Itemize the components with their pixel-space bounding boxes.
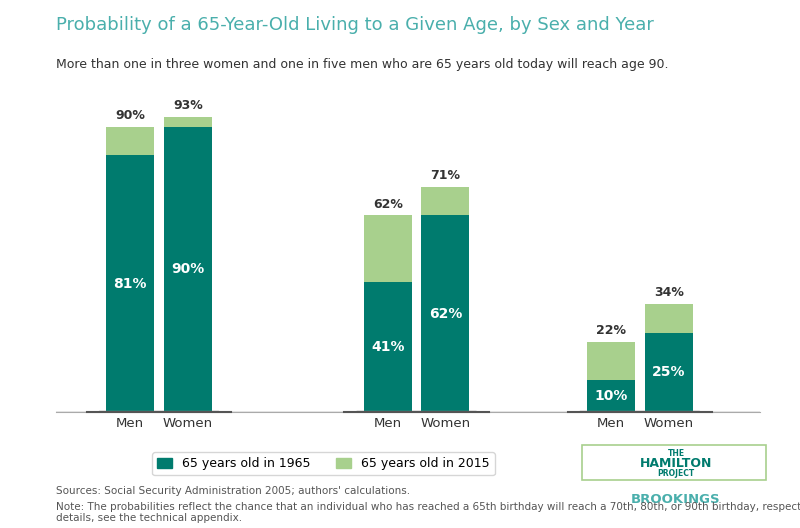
Bar (645, 333, 693, 412)
Bar (422, 187, 470, 215)
Text: 62%: 62% (373, 197, 402, 211)
Text: 34%: 34% (654, 286, 683, 299)
Text: 62%: 62% (429, 307, 462, 320)
Bar (364, 215, 412, 282)
Legend: 65 years old in 1965, 65 years old in 2015: 65 years old in 1965, 65 years old in 20… (153, 452, 494, 475)
Text: 81%: 81% (114, 277, 147, 290)
Bar (587, 342, 635, 380)
Bar (164, 117, 212, 127)
Text: 93%: 93% (173, 99, 202, 112)
Text: 25%: 25% (652, 365, 686, 379)
Text: THE: THE (667, 449, 685, 458)
Bar (106, 127, 154, 155)
Text: 10%: 10% (594, 389, 628, 403)
Text: 90%: 90% (115, 109, 145, 122)
Bar (164, 127, 212, 412)
Bar (587, 380, 635, 412)
Text: BROOKINGS: BROOKINGS (631, 493, 721, 506)
Text: HAMILTON: HAMILTON (640, 457, 712, 470)
Text: Note: The probabilities reflect the chance that an individual who has reached a : Note: The probabilities reflect the chan… (56, 502, 800, 523)
Bar (422, 215, 470, 412)
Text: PROJECT: PROJECT (658, 469, 694, 478)
Text: 41%: 41% (371, 340, 405, 354)
Text: More than one in three women and one in five men who are 65 years old today will: More than one in three women and one in … (56, 58, 669, 71)
Text: 71%: 71% (430, 169, 461, 182)
Text: 90%: 90% (171, 262, 205, 276)
Bar (106, 155, 154, 412)
Text: 22%: 22% (596, 324, 626, 337)
Text: Probability of a 65-Year-Old Living to a Given Age, by Sex and Year: Probability of a 65-Year-Old Living to a… (56, 16, 654, 34)
Bar (645, 304, 693, 333)
Text: Sources: Social Security Administration 2005; authors' calculations.: Sources: Social Security Administration … (56, 486, 410, 496)
Bar (364, 282, 412, 412)
FancyBboxPatch shape (582, 446, 766, 479)
